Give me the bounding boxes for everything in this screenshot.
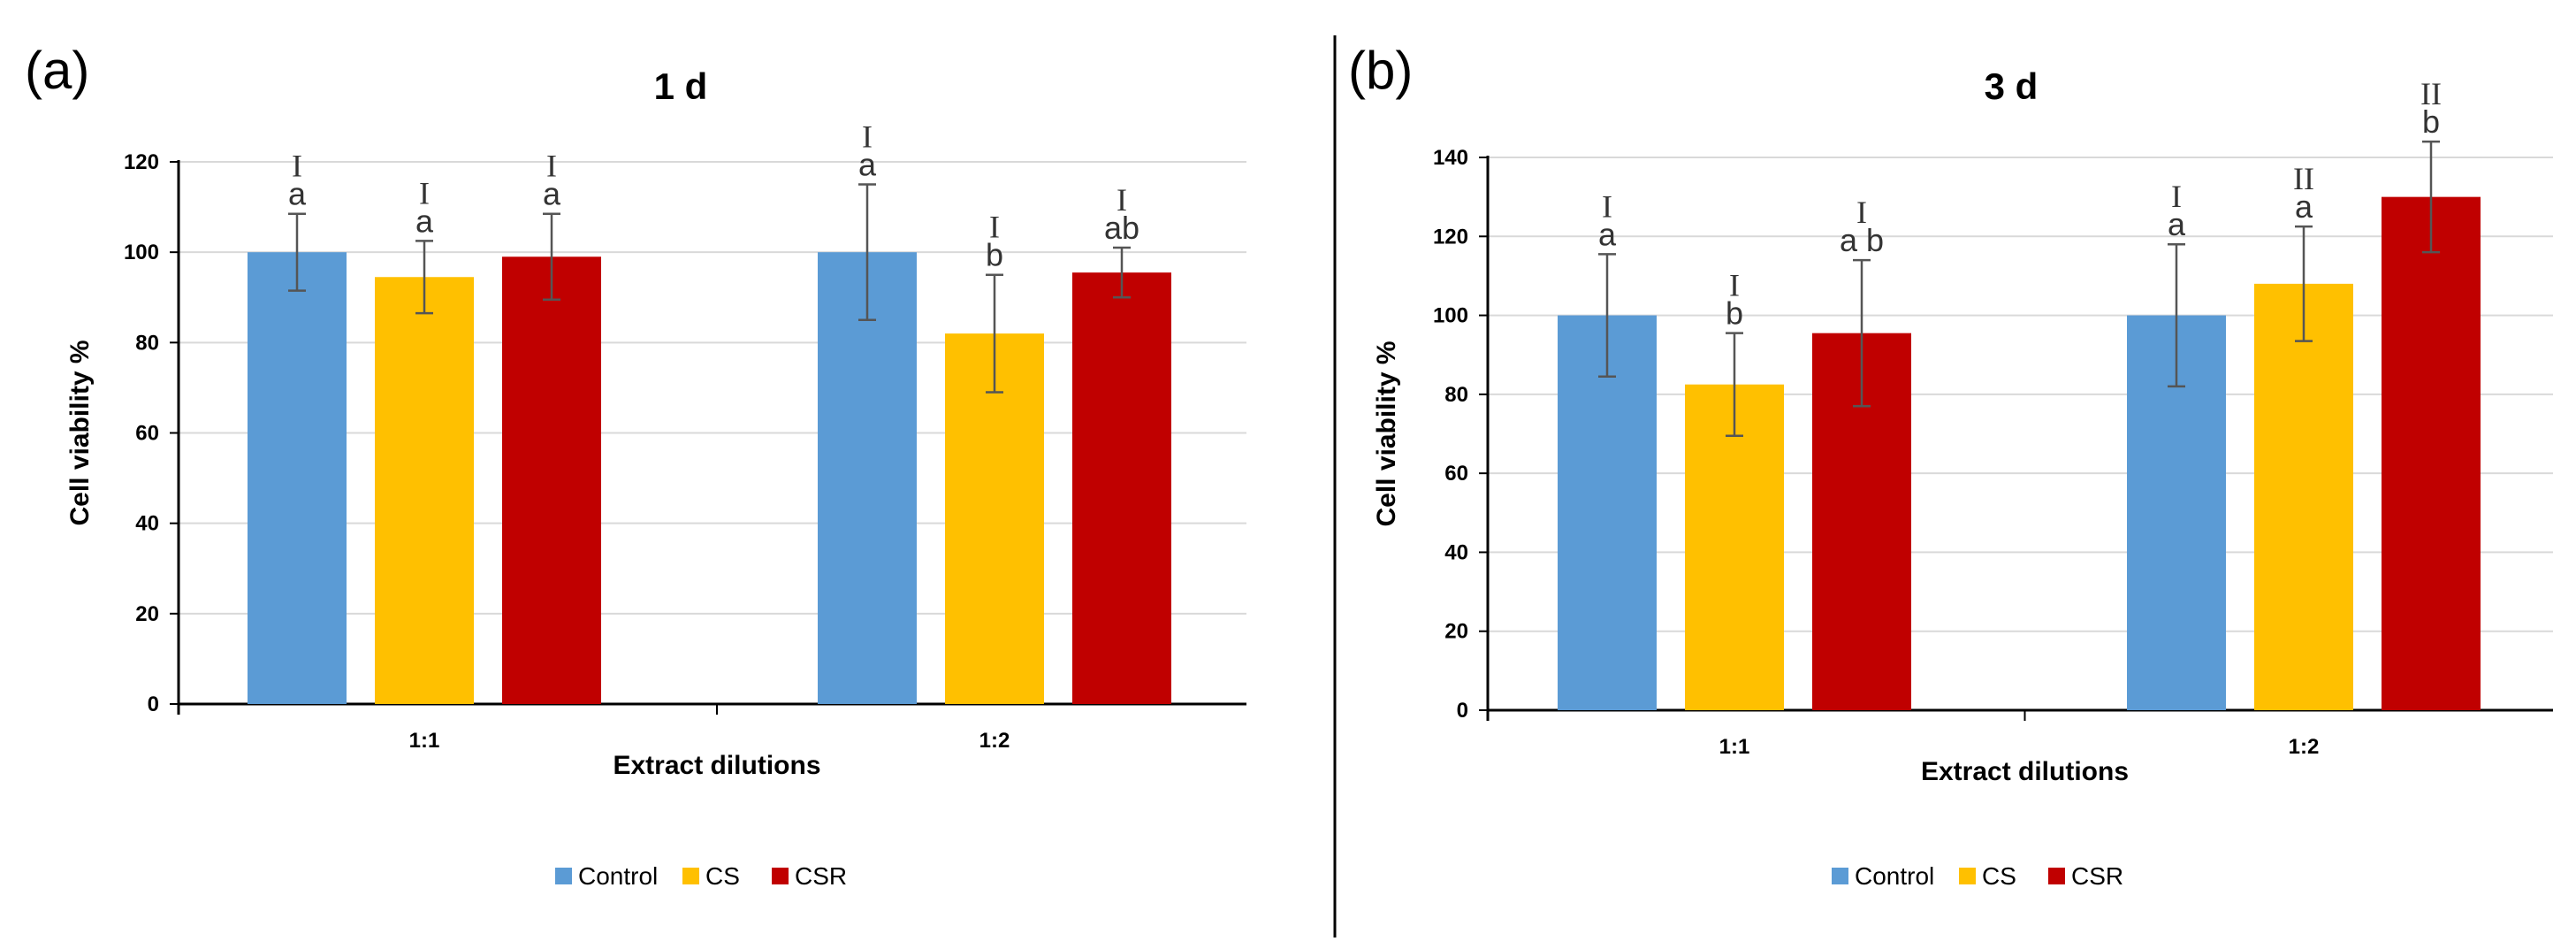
- significance-letter: a: [2168, 206, 2186, 242]
- legend-label-control: Control: [1855, 862, 1934, 890]
- significance-letter: ab: [1104, 210, 1139, 246]
- significance-roman: I: [1729, 268, 1740, 303]
- significance-roman: II: [2420, 76, 2442, 111]
- y-tick-label: 40: [1444, 540, 1468, 564]
- legend-swatch-control: [1832, 868, 1848, 884]
- y-tick-label: 60: [135, 422, 159, 446]
- y-axis-title: Cell viability %: [1372, 341, 1401, 526]
- bar-cs-1-2: [945, 333, 1044, 704]
- y-tick-label: 40: [135, 512, 159, 536]
- significance-letter: a b: [1840, 222, 1884, 258]
- legend-label-control: Control: [578, 862, 658, 890]
- y-tick-label: 100: [124, 241, 159, 264]
- category-label: 1:2: [979, 729, 1010, 753]
- significance-roman: I: [1602, 188, 1612, 224]
- legend-swatch-cs: [1959, 868, 1976, 884]
- significance-roman: II: [2293, 161, 2314, 196]
- y-tick-label: 20: [1444, 620, 1468, 644]
- significance-roman: I: [546, 149, 557, 184]
- y-tick-label: 80: [1444, 383, 1468, 407]
- bar-csr-1-1: [502, 256, 601, 704]
- y-tick-label: 120: [124, 150, 159, 174]
- significance-roman: I: [292, 149, 302, 184]
- significance-letter: b: [2422, 103, 2440, 140]
- bar-cs-1-1: [375, 277, 474, 704]
- bar-cs-1-2: [2254, 283, 2353, 710]
- bar-control-1-2: [818, 252, 917, 704]
- legend-swatch-control: [555, 868, 572, 884]
- chart-title: 3 d: [1985, 65, 2039, 107]
- legend-swatch-cs: [682, 868, 699, 884]
- bar-control-1-1: [248, 252, 347, 704]
- y-tick-label: 80: [135, 331, 159, 355]
- panel-label: (b): [1348, 41, 1413, 100]
- bar-cs-1-1: [1685, 384, 1784, 710]
- significance-roman: I: [989, 210, 1000, 245]
- y-tick-label: 0: [1457, 699, 1468, 723]
- legend-swatch-csr: [2048, 868, 2065, 884]
- significance-letter: a: [2295, 188, 2313, 225]
- category-label: 1:1: [409, 729, 440, 753]
- significance-letter: a: [543, 176, 561, 212]
- bar-control-1-1: [1558, 315, 1657, 710]
- y-tick-label: 120: [1433, 225, 1468, 249]
- significance-roman: I: [2171, 179, 2182, 214]
- category-label: 1:2: [2289, 735, 2320, 759]
- significance-letter: b: [986, 237, 1003, 273]
- x-axis-title: Extract dilutions: [613, 751, 820, 780]
- panel-label: (a): [25, 41, 89, 100]
- legend-swatch-csr: [772, 868, 789, 884]
- significance-letter: a: [415, 203, 434, 239]
- y-tick-label: 20: [135, 602, 159, 626]
- legend-label-csr: CSR: [2071, 862, 2123, 890]
- chart-title: 1 d: [654, 65, 708, 107]
- significance-letter: a: [288, 176, 307, 212]
- y-tick-label: 140: [1433, 146, 1468, 170]
- legend-label-cs: CS: [1982, 862, 2016, 890]
- y-tick-label: 100: [1433, 304, 1468, 328]
- y-tick-label: 0: [148, 693, 159, 716]
- significance-letter: b: [1726, 295, 1743, 332]
- significance-letter: a: [858, 147, 877, 183]
- legend-label-csr: CSR: [795, 862, 847, 890]
- significance-roman: I: [1856, 195, 1867, 230]
- x-axis-title: Extract dilutions: [1921, 757, 2129, 786]
- significance-roman: I: [419, 175, 430, 210]
- y-axis-title: Cell viability %: [65, 340, 95, 525]
- y-tick-label: 60: [1444, 462, 1468, 486]
- significance-letter: a: [1598, 216, 1617, 252]
- category-label: 1:1: [1719, 735, 1750, 759]
- significance-roman: I: [862, 119, 873, 155]
- legend-label-cs: CS: [705, 862, 740, 890]
- bar-csr-1-2: [1072, 272, 1171, 704]
- significance-roman: I: [1117, 182, 1127, 218]
- bar-csr-1-2: [2382, 196, 2481, 711]
